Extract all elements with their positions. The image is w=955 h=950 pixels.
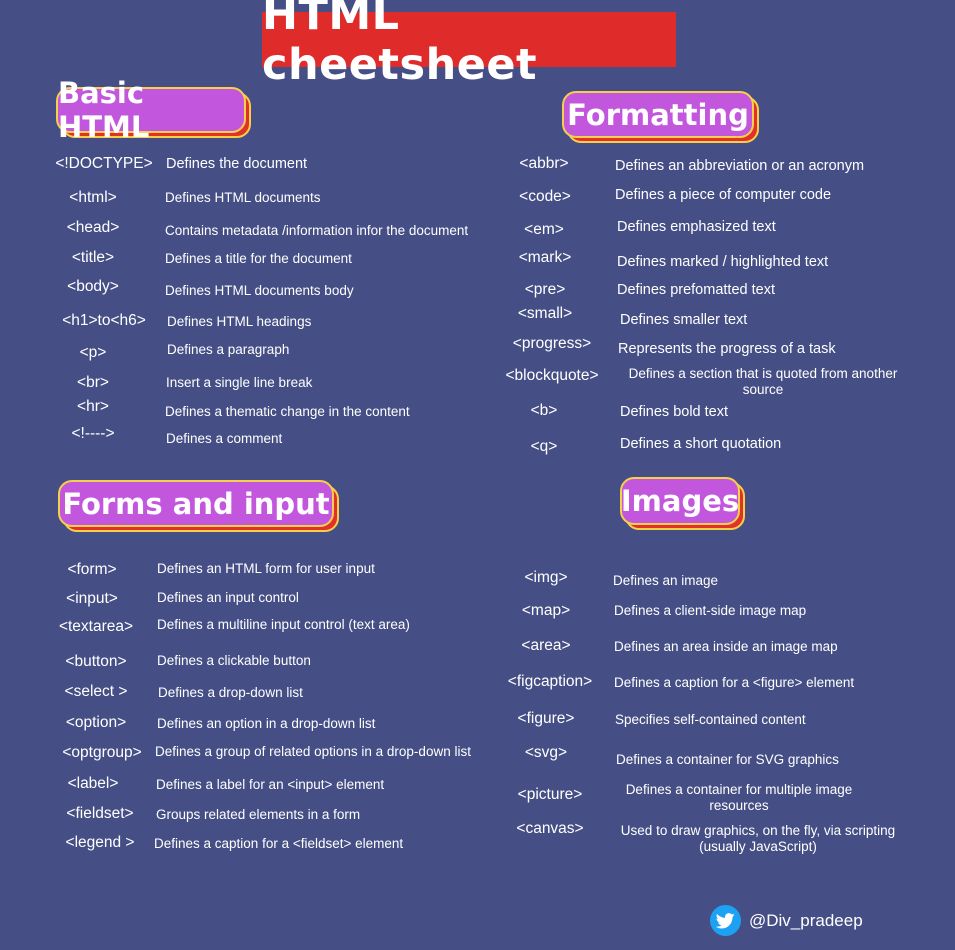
footer-credit: @Div_pradeep: [710, 905, 863, 936]
tag-description: Contains metadata /information infor the…: [165, 223, 469, 238]
section-images: Images: [620, 477, 745, 530]
tag-name: <small>: [517, 305, 573, 322]
tag-name: <b>: [530, 402, 558, 419]
tag-description: Defines marked / highlighted text: [617, 254, 829, 270]
section-forms-input: Forms and input: [58, 480, 339, 532]
tag-name: <progress>: [512, 335, 592, 352]
tag-description: Defines a comment: [166, 431, 283, 446]
tag-name: <head>: [66, 219, 120, 236]
tag-name: <option>: [65, 714, 127, 731]
tag-description: Defines an option in a drop-down list: [157, 716, 376, 731]
tag-name: <blockquote>: [505, 367, 599, 384]
tag-description: Defines an abbreviation or an acronym: [615, 158, 865, 174]
tag-description: Defines a container for SVG graphics: [616, 752, 839, 767]
tag-name: <br>: [77, 374, 109, 391]
tag-description: Defines the document: [166, 156, 308, 172]
tag-description: Defines HTML documents body: [165, 283, 354, 298]
tag-description: Used to draw graphics, on the fly, via s…: [620, 823, 896, 854]
twitter-icon[interactable]: [710, 905, 741, 936]
tag-description: Defines a thematic change in the content: [165, 404, 410, 419]
tag-name: <body>: [67, 278, 119, 295]
tag-name: <legend >: [65, 834, 135, 851]
tag-description: Defines HTML documents: [165, 190, 321, 205]
tag-name: <textarea>: [58, 618, 134, 635]
tag-name: <hr>: [77, 398, 109, 415]
tag-name: <canvas>: [516, 820, 584, 837]
tag-description: Defines a section that is quoted from an…: [628, 366, 898, 397]
tag-description: Defines a drop-down list: [158, 685, 303, 700]
tag-name: <input>: [66, 590, 118, 607]
tag-name: <select >: [64, 683, 128, 700]
tag-description: Groups related elements in a form: [156, 807, 361, 822]
section-formatting: Formatting: [562, 91, 759, 143]
section-basic-html: Basic HTML: [56, 76, 251, 144]
tag-name: <picture>: [517, 786, 583, 803]
tag-description: Defines a group of related options in a …: [155, 744, 471, 759]
tag-name: <!DOCTYPE>: [55, 155, 153, 172]
tag-name: <form>: [67, 561, 117, 578]
tag-description: Defines a clickable button: [157, 653, 311, 668]
tag-name: <img>: [524, 569, 568, 586]
page-title: HTML cheetsheet: [262, 0, 676, 90]
tag-description: Defines a label for an <input> element: [156, 777, 385, 792]
tag-description: Defines a title for the document: [165, 251, 352, 266]
tag-name: <pre>: [524, 281, 566, 298]
tag-description: Defines bold text: [620, 404, 729, 420]
tag-description: Defines HTML headings: [167, 314, 312, 329]
tag-description: Defines a paragraph: [167, 342, 290, 357]
tag-description: Defines a piece of computer code: [615, 187, 832, 203]
section-title: Basic HTML: [56, 76, 246, 144]
tag-name: <em>: [524, 221, 564, 238]
tag-name: <figure>: [517, 710, 575, 727]
tag-description: Insert a single line break: [166, 375, 313, 390]
tag-name: <label>: [67, 775, 119, 792]
tag-description: Defines an area inside an image map: [614, 639, 838, 654]
tag-description: Defines a multiline input control (text …: [157, 617, 410, 632]
tag-description: Defines smaller text: [620, 312, 748, 328]
tag-description: Defines a short quotation: [620, 436, 782, 452]
tag-name: <fieldset>: [66, 805, 134, 822]
section-title: Formatting: [562, 91, 754, 138]
tag-name: <map>: [521, 602, 571, 619]
tag-name: <code>: [519, 188, 571, 205]
tag-name: <q>: [530, 438, 558, 455]
tag-name: <html>: [69, 189, 117, 206]
tag-description: Defines an HTML form for user input: [157, 561, 375, 576]
tag-name: <h1>to<h6>: [62, 312, 146, 329]
tag-name: <!---->: [71, 425, 115, 442]
tag-description: Defines a caption for a <fieldset> eleme…: [154, 836, 404, 851]
tag-description: Defines an image: [613, 573, 719, 588]
tag-description: Defines a client-side image map: [614, 603, 807, 618]
tag-name: <area>: [521, 637, 571, 654]
tag-description: Defines emphasized text: [617, 219, 776, 235]
tag-name: <abbr>: [519, 155, 569, 172]
twitter-handle[interactable]: @Div_pradeep: [749, 910, 863, 930]
tag-description: Defines an input control: [157, 590, 299, 605]
section-title: Images: [620, 477, 740, 525]
tag-description: Defines prefomatted text: [617, 282, 775, 298]
tag-name: <figcaption>: [507, 673, 593, 690]
tag-name: <button>: [65, 653, 127, 670]
tag-description: Specifies self-contained content: [615, 712, 806, 727]
tag-description: Defines a container for multiple image r…: [625, 782, 853, 813]
tag-name: <mark>: [518, 249, 572, 266]
tag-name: <p>: [79, 344, 107, 361]
tag-description: Represents the progress of a task: [618, 341, 836, 357]
tag-name: <optgroup>: [62, 744, 142, 761]
tag-name: <svg>: [524, 744, 568, 761]
tag-name: <title>: [71, 249, 115, 266]
section-title: Forms and input: [58, 480, 334, 527]
tag-description: Defines a caption for a <figure> element: [614, 675, 855, 690]
